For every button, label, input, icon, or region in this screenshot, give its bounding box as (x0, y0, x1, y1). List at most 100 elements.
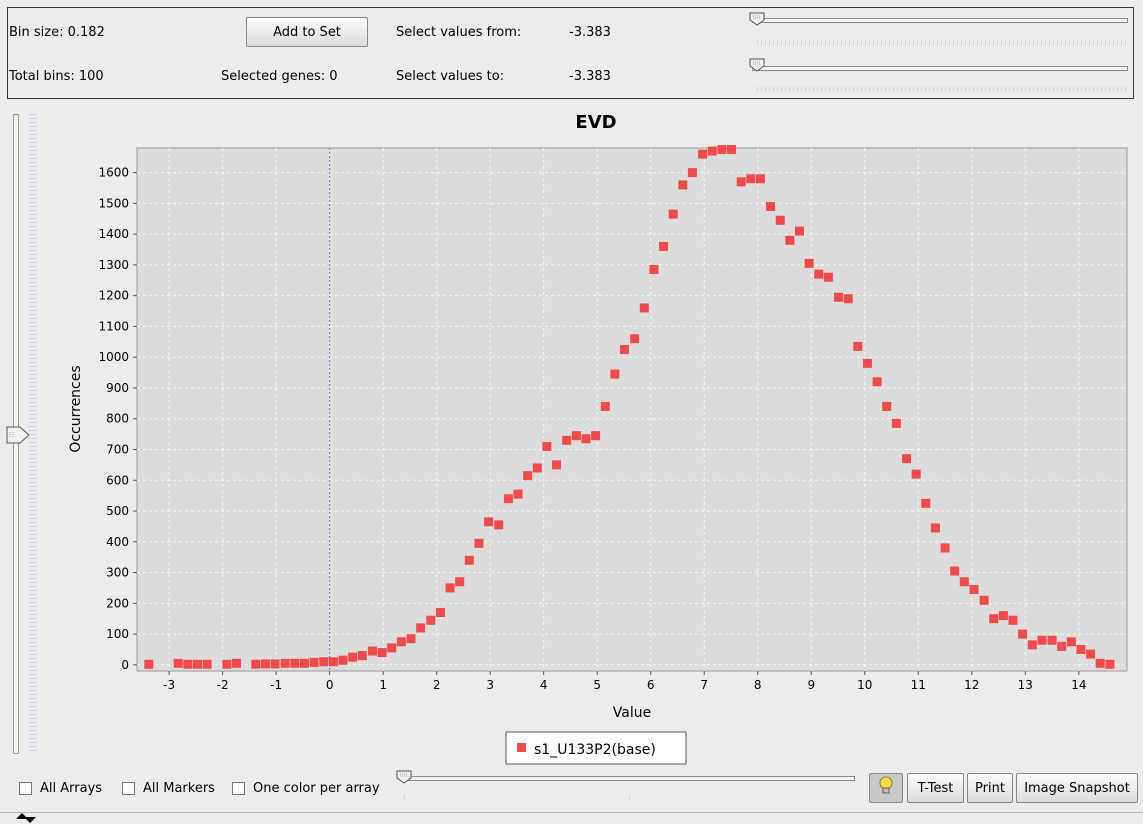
one-color-label: One color per array (253, 781, 380, 796)
data-point (445, 583, 455, 593)
data-point (707, 146, 717, 156)
y-tick-label: 500 (106, 504, 129, 518)
data-point (1066, 637, 1076, 647)
data-point (620, 345, 630, 355)
x-tick-label: 14 (1071, 678, 1086, 692)
data-point (1105, 659, 1115, 669)
select-to-slider-ticks (757, 86, 1129, 92)
data-point (834, 292, 844, 302)
x-tick-label: 7 (700, 678, 708, 692)
data-point (1047, 635, 1057, 645)
all-markers-checkbox[interactable] (122, 782, 135, 795)
data-point (464, 555, 474, 565)
data-point (222, 659, 232, 669)
select-to-label: Select values to: (396, 69, 505, 84)
chart-title: EVD (575, 112, 616, 133)
slider-thumb-icon[interactable] (749, 12, 765, 26)
data-point (532, 463, 542, 473)
y-tick-label: 800 (106, 412, 129, 426)
image-snapshot-button[interactable]: Image Snapshot (1016, 773, 1138, 803)
data-point (435, 608, 445, 618)
y-tick-label: 1400 (98, 227, 129, 241)
one-color-checkbox[interactable] (232, 782, 245, 795)
data-point (426, 615, 436, 625)
y-axis-label: Occurrences (68, 365, 84, 452)
data-point (1018, 629, 1028, 639)
slider-thumb-icon[interactable] (6, 426, 30, 444)
y-tick-label: 200 (106, 596, 129, 610)
data-point (474, 538, 484, 548)
data-point (571, 431, 581, 441)
select-from-label: Select values from: (396, 25, 522, 40)
t-test-button[interactable]: T-Test (907, 773, 964, 803)
data-point (678, 180, 688, 190)
data-point (1095, 658, 1105, 668)
slider-thumb-icon[interactable] (396, 770, 412, 784)
data-point (687, 168, 697, 178)
bottom-slider[interactable] (400, 776, 855, 781)
grid (137, 148, 1127, 671)
plot-area (136, 147, 1128, 672)
data-point (1027, 640, 1037, 650)
x-axis-label: Value (613, 705, 651, 721)
y-tick-label: 1000 (98, 350, 129, 364)
y-tick-label: 1300 (98, 258, 129, 272)
select-to-slider[interactable] (752, 66, 1128, 71)
add-to-set-button[interactable]: Add to Set (246, 17, 368, 47)
legend-swatch (517, 743, 526, 752)
data-point (989, 614, 999, 624)
select-from-slider[interactable] (752, 18, 1128, 23)
y-tick-label: 700 (106, 442, 129, 456)
print-button[interactable]: Print (967, 773, 1013, 803)
data-point (144, 659, 154, 669)
data-point (348, 652, 358, 662)
data-point (591, 431, 601, 441)
data-point (891, 418, 901, 428)
data-point (921, 498, 931, 508)
bin-size-label: Bin size: 0.182 (9, 25, 105, 40)
data-point (270, 659, 280, 669)
data-point (338, 655, 348, 665)
data-point (930, 523, 940, 533)
x-tick-label: 9 (807, 678, 815, 692)
data-point (202, 659, 212, 669)
data-point (387, 643, 397, 653)
lightbulb-button[interactable] (869, 773, 903, 803)
data-point (328, 657, 338, 667)
evd-chart: EVD 010020030040050060070080090010001100… (68, 112, 1128, 765)
series-points (144, 145, 1115, 669)
x-tick-label: -3 (163, 678, 175, 692)
data-point (775, 215, 785, 225)
data-point (319, 657, 329, 667)
all-arrays-checkbox[interactable] (19, 782, 32, 795)
data-point (659, 241, 669, 251)
slider-thumb-icon[interactable] (749, 58, 765, 72)
data-point (299, 658, 309, 668)
data-point (1037, 635, 1047, 645)
data-point (232, 658, 242, 668)
x-tick-label: 0 (326, 678, 334, 692)
data-point (581, 434, 591, 444)
x-tick-label: 8 (754, 678, 762, 692)
data-point (610, 369, 620, 379)
x-tick-label: 1 (379, 678, 387, 692)
arrows-icon[interactable] (14, 813, 44, 823)
y-tick-label: 100 (106, 627, 129, 641)
y-tick-label: 300 (106, 566, 129, 580)
data-point (377, 648, 387, 658)
data-point (717, 145, 727, 155)
data-point (639, 303, 649, 313)
data-point (698, 149, 708, 159)
data-point (959, 577, 969, 587)
data-point (416, 623, 426, 633)
data-point (950, 566, 960, 576)
bottom-slider-ticks (404, 794, 854, 800)
vertical-slider-ticks (29, 114, 37, 754)
data-point (523, 471, 533, 481)
data-point (736, 177, 746, 187)
data-point (862, 358, 872, 368)
x-tick-label: -1 (270, 678, 282, 692)
data-point (630, 334, 640, 344)
data-point (940, 543, 950, 553)
data-point (649, 265, 659, 275)
